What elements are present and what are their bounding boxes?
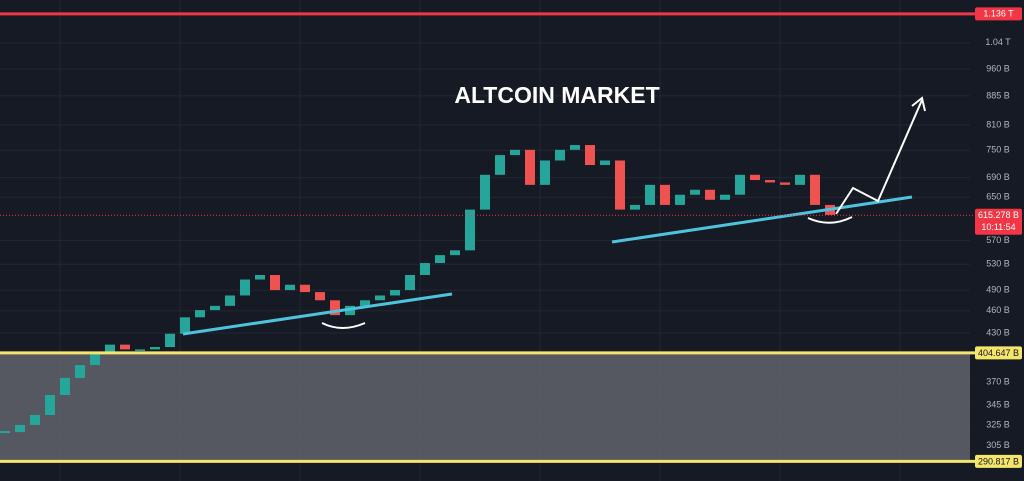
annotations (182, 96, 926, 336)
support-arc (321, 322, 366, 329)
candle (30, 414, 40, 425)
y-axis: 305 B 325 B 345 B 370 B 430 B 460 B 490 B 530 B… (985, 37, 1011, 450)
y-tick-label: 530 B (986, 259, 1010, 269)
levels: 1.136 T 404.647 B 290.817 B 615.278 B 10:11:… (0, 7, 1022, 468)
candle (360, 300, 370, 306)
candle (120, 344, 130, 350)
range-box (0, 352, 970, 462)
candle (0, 431, 10, 434)
candle (450, 250, 460, 256)
y-tick-label: 885 B (986, 90, 1010, 100)
level-tag (975, 7, 1022, 21)
candle (105, 344, 115, 352)
trend-line (611, 195, 913, 244)
candle (435, 255, 445, 264)
candle (240, 279, 250, 296)
candle (465, 209, 475, 251)
candle (540, 160, 550, 185)
candle (135, 349, 145, 351)
candle (615, 160, 625, 210)
candle (780, 182, 790, 185)
y-tick-label: 1.04 T (985, 37, 1011, 47)
candle (630, 204, 640, 210)
candle (15, 424, 25, 433)
candle (510, 149, 520, 156)
price-label: 615.278 B (978, 210, 1019, 220)
candle (315, 292, 325, 301)
candle (660, 184, 670, 205)
candle (255, 275, 265, 280)
candle (555, 149, 565, 161)
y-tick-label: 570 B (986, 235, 1010, 245)
candles (0, 145, 835, 434)
candle (645, 184, 655, 205)
range-zone (0, 352, 970, 462)
candle (735, 174, 745, 195)
trend-line (182, 292, 453, 336)
y-tick-label: 690 B (986, 172, 1010, 182)
candle (495, 155, 505, 175)
y-tick-label: 345 B (986, 400, 1010, 410)
support-arc (807, 216, 853, 224)
candle (765, 180, 775, 183)
candle (60, 377, 70, 396)
candle (750, 174, 760, 181)
y-tick-label: 460 B (986, 305, 1010, 315)
arrow-head (911, 96, 926, 112)
candle (525, 149, 535, 185)
candle (480, 174, 490, 210)
countdown-label: 10:11:54 (981, 222, 1015, 232)
candle (690, 189, 700, 195)
projection-arrow (835, 99, 923, 215)
candle (300, 284, 310, 293)
y-tick-label: 810 B (986, 119, 1010, 129)
y-tick-label: 960 B (986, 64, 1010, 74)
candle (390, 290, 400, 296)
level-label: 404.647 B (978, 348, 1019, 358)
y-tick-label: 650 B (986, 192, 1010, 202)
candle (420, 263, 430, 276)
candle (210, 305, 220, 311)
y-tick-label: 325 B (986, 419, 1010, 429)
candle (720, 194, 730, 200)
y-tick-label: 305 B (986, 440, 1010, 450)
candle (90, 351, 100, 366)
level-label: 290.817 B (978, 456, 1019, 466)
candle (330, 300, 340, 316)
candle (810, 174, 820, 205)
candle (795, 174, 805, 185)
level-label: 1.136 T (983, 9, 1014, 19)
candle (180, 317, 190, 334)
y-tick-label: 370 B (986, 377, 1010, 387)
candle (675, 194, 685, 205)
candle (570, 145, 580, 150)
candle (195, 310, 205, 318)
candle (585, 145, 595, 166)
level-tag (975, 454, 1022, 468)
candle (270, 275, 280, 291)
candle (165, 333, 175, 348)
candle (225, 295, 235, 306)
price-tag (975, 208, 1022, 235)
y-tick-label: 430 B (986, 327, 1010, 337)
chart-title: ALTCOIN MARKET (454, 82, 659, 108)
level-tag (975, 346, 1022, 360)
y-tick-label: 490 B (986, 284, 1010, 294)
y-tick-label: 750 B (986, 145, 1010, 155)
candle (405, 275, 415, 291)
candle (75, 365, 85, 378)
candle (150, 347, 160, 350)
candle (375, 295, 385, 301)
candle (705, 189, 715, 200)
candle (600, 160, 610, 166)
candle (45, 395, 55, 415)
candle (285, 284, 295, 291)
